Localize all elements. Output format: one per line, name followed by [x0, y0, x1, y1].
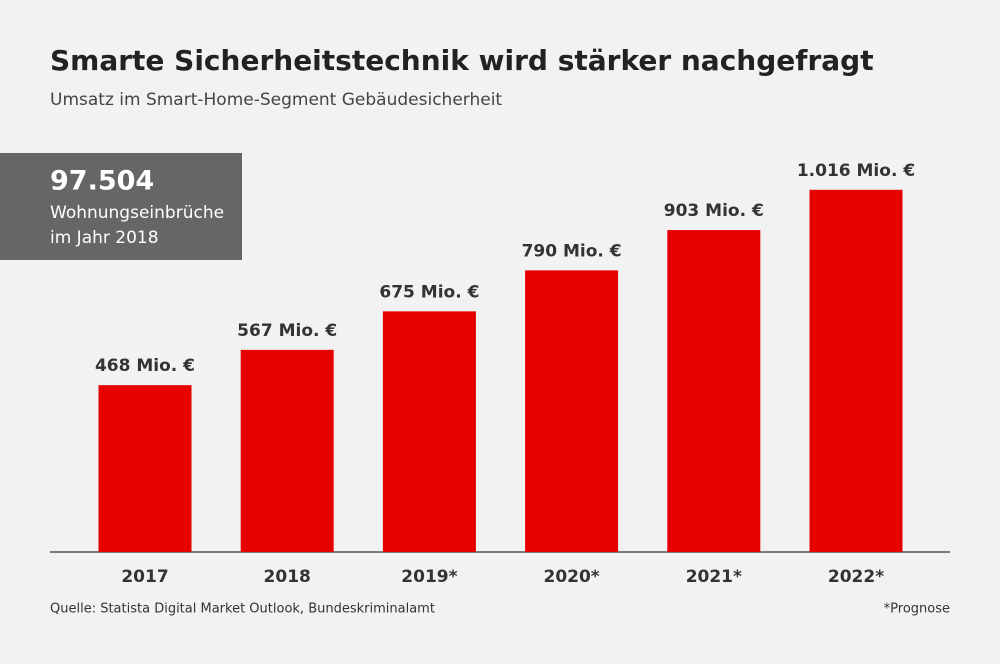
x-tick-label: 2021* [686, 567, 742, 587]
annotation-text: im Jahr 2018 [50, 228, 159, 248]
value-label: 675 Mio. € [379, 282, 479, 302]
annotation-text: Wohnungseinbrüche [50, 203, 224, 223]
value-label: 790 Mio. € [522, 241, 622, 261]
value-label: 567 Mio. € [237, 321, 337, 341]
bar [382, 311, 476, 552]
bar [809, 189, 903, 552]
bar [98, 385, 192, 552]
source: Quelle: Statista Digital Market Outlook,… [50, 602, 435, 617]
value-label: 903 Mio. € [664, 201, 764, 221]
chart-title: Smarte Sicherheitstechnik wird stärker n… [50, 44, 874, 77]
bar [525, 270, 619, 552]
value-label: 468 Mio. € [95, 356, 195, 376]
annotation-number: 97.504 [50, 166, 154, 197]
chart-subtitle: Umsatz im Smart-Home-Segment Gebäudesich… [50, 90, 502, 110]
annotation-box [0, 153, 242, 260]
bar [667, 230, 761, 552]
footnote: *Prognose [884, 602, 950, 617]
bar [240, 349, 334, 552]
x-tick-label: 2019* [401, 567, 457, 587]
x-tick-label: 2017 [121, 567, 168, 587]
x-tick-label: 2020* [543, 567, 599, 587]
value-label: 1.016 Mio. € [797, 161, 915, 181]
x-tick-label: 2022* [828, 567, 884, 587]
x-tick-label: 2018 [264, 567, 311, 587]
